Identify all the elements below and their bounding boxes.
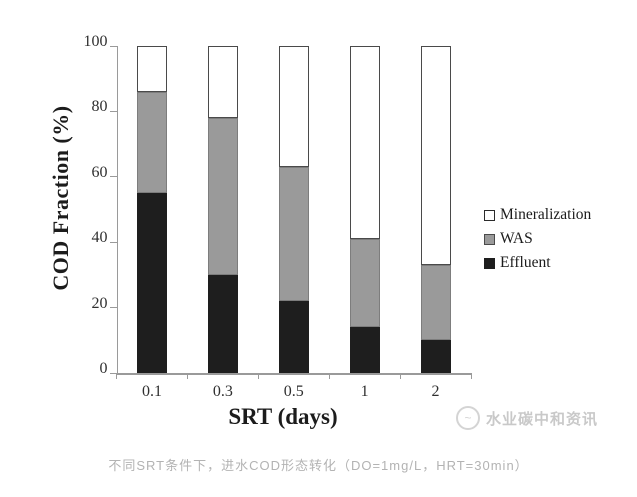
bar-segment-was bbox=[136, 91, 167, 194]
mineralization-swatch-icon bbox=[484, 209, 495, 221]
x-tick-mark bbox=[116, 373, 118, 379]
bar-segment-effluent bbox=[349, 327, 380, 373]
bar-segment-effluent bbox=[420, 340, 451, 373]
legend: Mineralization WAS Effluent bbox=[484, 203, 591, 275]
figure-caption: 不同SRT条件下，进水COD形态转化（DO=1mg/L，HRT=30min） bbox=[108, 458, 529, 473]
legend-item-was: WAS bbox=[484, 227, 591, 251]
y-tick-mark bbox=[109, 307, 117, 309]
x-axis-line bbox=[116, 373, 471, 375]
x-tick-mark bbox=[257, 373, 259, 379]
y-tick-label: 80 bbox=[91, 98, 108, 116]
y-axis-title: COD Fraction (%) bbox=[48, 105, 73, 291]
bar-segment-mineralization bbox=[349, 46, 380, 239]
bar-segment-effluent bbox=[136, 193, 167, 373]
x-tick-mark bbox=[470, 373, 472, 379]
y-tick-label: 0 bbox=[99, 360, 108, 377]
bar-segment-mineralization bbox=[420, 46, 451, 266]
watermark-text: 水业碳中和资讯 bbox=[486, 410, 599, 428]
legend-label: Effluent bbox=[500, 254, 551, 271]
y-tick-mark bbox=[109, 372, 117, 374]
bar-segment-was bbox=[349, 238, 380, 328]
y-tick-label: 100 bbox=[83, 33, 108, 50]
was-swatch-icon bbox=[484, 233, 495, 245]
x-tick-mark bbox=[399, 373, 401, 379]
y-tick-mark bbox=[109, 110, 117, 113]
bar-segment-was bbox=[207, 117, 238, 275]
x-tick-label: 2 bbox=[431, 383, 440, 400]
y-axis-line bbox=[116, 46, 118, 375]
bar-segment-mineralization bbox=[136, 46, 167, 92]
legend-item-effluent: Effluent bbox=[484, 251, 591, 275]
x-tick-mark bbox=[186, 373, 189, 379]
bar-segment-was bbox=[420, 265, 451, 341]
legend-label: WAS bbox=[500, 230, 533, 247]
bar-segment-mineralization bbox=[207, 46, 238, 118]
legend-label: Mineralization bbox=[500, 206, 592, 223]
effluent-swatch-icon bbox=[484, 257, 495, 269]
x-axis-title: SRT (days) bbox=[228, 404, 338, 429]
x-tick-label: 0.3 bbox=[212, 383, 233, 400]
y-tick-label: 60 bbox=[91, 163, 108, 181]
y-tick-label: 40 bbox=[91, 229, 108, 247]
x-tick-label: 0.5 bbox=[283, 383, 304, 400]
watermark-logo-icon: ~ bbox=[456, 406, 480, 430]
legend-item-mineralization: Mineralization bbox=[484, 203, 591, 227]
x-tick-mark bbox=[328, 373, 330, 379]
bar-segment-mineralization bbox=[278, 46, 309, 167]
watermark: ~ 水业碳中和资讯 bbox=[456, 406, 598, 430]
y-tick-mark bbox=[109, 176, 117, 178]
bar-segment-was bbox=[278, 166, 309, 302]
x-tick-label: 0.1 bbox=[141, 383, 162, 400]
y-tick-label: 20 bbox=[91, 294, 108, 312]
x-tick-label: 1 bbox=[360, 383, 369, 400]
bar-segment-effluent bbox=[278, 301, 309, 373]
y-tick-mark bbox=[109, 45, 117, 47]
bar-segment-effluent bbox=[207, 274, 238, 373]
y-tick-mark bbox=[109, 241, 117, 243]
